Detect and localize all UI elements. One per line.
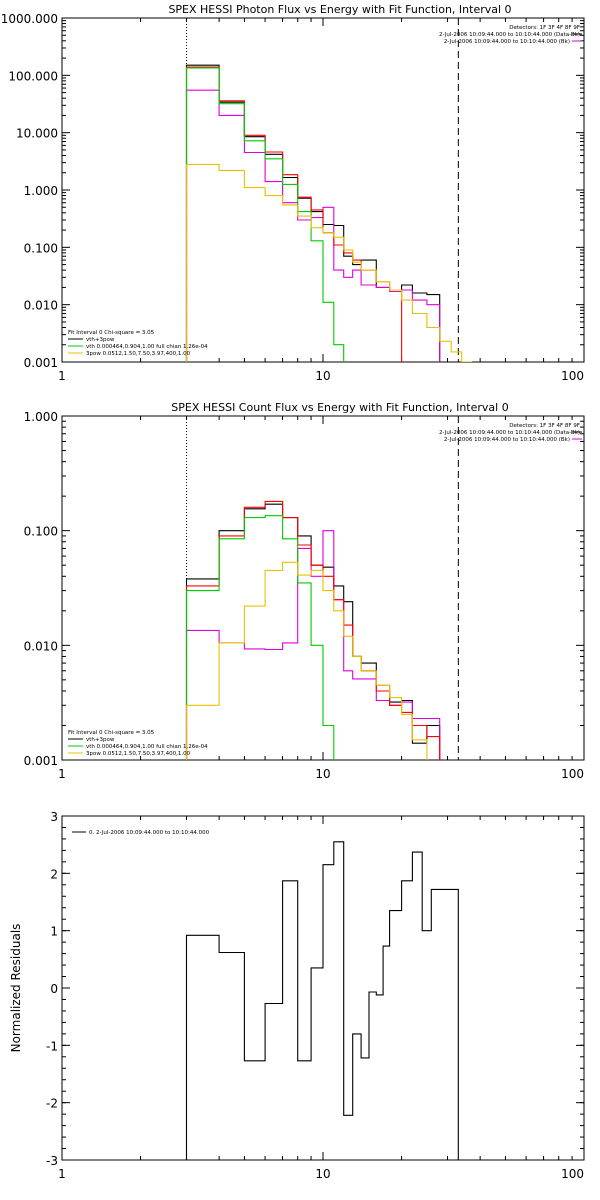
y-tick-label: -3 (46, 1154, 58, 1168)
series-residuals (185, 841, 459, 1160)
y-tick-label: -1 (46, 1039, 58, 1053)
x-tick-label: 100 (561, 767, 584, 781)
info-line-data-bk: 2-Jul-2006 10:09:44.000 to 10:10:44.000 … (439, 32, 580, 38)
y-tick-label: 10.000 (16, 127, 58, 141)
x-tick-label: 10 (315, 369, 330, 383)
y-tick-label: 0.001 (24, 356, 58, 370)
y-tick-label: 100.000 (8, 69, 58, 83)
y-tick-label: 0.001 (24, 754, 58, 768)
legend-label-total: vth+3pow (86, 337, 115, 343)
legend-label-3pow: 3pow 0.0512,1.50,7.50,3.97,400,1.00 (86, 351, 191, 357)
info-line-data-bk: 2-Jul-2006 10:09:44.000 to 10:10:44.000 … (439, 430, 580, 436)
legend-label-vth: vth 0.000464,0.904,1.00 full chian 1.26e… (86, 744, 208, 750)
legend-label-vth: vth 0.000464,0.904,1.00 full chian 1.26e… (86, 344, 208, 350)
x-tick-label: 1 (58, 1167, 66, 1181)
series-data-bk (185, 64, 441, 362)
residuals-ylabel: Normalized Residuals (9, 924, 23, 1053)
series-3pow (185, 163, 481, 362)
x-tick-label: 10 (315, 767, 330, 781)
legend-label-residuals: 0. 2-Jul-2006 10:09:44.000 to 10:10:44.0… (89, 830, 210, 836)
count-flux-panel: SPEX HESSI Count Flux vs Energy with Fit… (24, 401, 585, 781)
x-tick-label: 1 (58, 369, 66, 383)
info-line-bk: 2-Jul-2006 10:09:44.000 to 10:10:44.000 … (444, 39, 570, 45)
x-tick-label: 10 (315, 1167, 330, 1181)
legend-label-3pow: 3pow 0.0512,1.50,7.50,3.97,400,1.00 (86, 751, 191, 757)
y-tick-label: 0.100 (24, 525, 58, 539)
series-data-bk (185, 503, 441, 760)
x-tick-label: 100 (561, 369, 584, 383)
y-tick-label: 2 (50, 867, 58, 881)
y-tick-label: 1000.000 (1, 12, 58, 26)
y-tick-label: -2 (46, 1097, 58, 1111)
legend-title: Fit Interval 0 Chi-square = 3.05 (68, 730, 155, 736)
photon-flux-title: SPEX HESSI Photon Flux vs Energy with Fi… (168, 3, 511, 16)
x-tick-label: 100 (561, 1167, 584, 1181)
photon-flux-frame (61, 17, 585, 363)
y-tick-label: 0.010 (24, 639, 58, 653)
y-tick-label: 1.000 (24, 184, 58, 198)
x-tick-label: 1 (58, 767, 66, 781)
series-bk (185, 89, 441, 362)
y-tick-label: 1.000 (24, 410, 58, 424)
y-tick-label: 0.100 (24, 241, 58, 255)
legend-title: Fit Interval 0 Chi-square = 3.05 (68, 330, 155, 336)
series-vth-3pow (185, 500, 441, 760)
y-tick-label: 0 (50, 982, 58, 996)
residuals-panel: Normalized Residuals -3 -2 -1 0 1 2 3 1 10 100 0.… (9, 810, 585, 1181)
photon-flux-panel: SPEX HESSI Photon Flux vs Energy with Fi… (1, 3, 585, 383)
y-tick-label: 0.010 (24, 299, 58, 313)
count-flux-title: SPEX HESSI Count Flux vs Energy with Fit… (171, 401, 508, 414)
info-line-bk: 2-Jul-2006 10:09:44.000 to 10:10:44.000 … (444, 437, 570, 443)
info-line-detectors: Detectors: 1F 3F 4F 8F 9F (509, 25, 580, 31)
series-3pow (185, 561, 452, 760)
legend-label-total: vth+3pow (86, 737, 115, 743)
y-tick-label: 1 (50, 925, 58, 939)
info-line-detectors: Detectors: 1F 3F 4F 8F 9F (509, 423, 580, 429)
series-vth (185, 515, 345, 760)
series-vth (185, 67, 354, 362)
y-tick-label: 3 (50, 810, 58, 824)
